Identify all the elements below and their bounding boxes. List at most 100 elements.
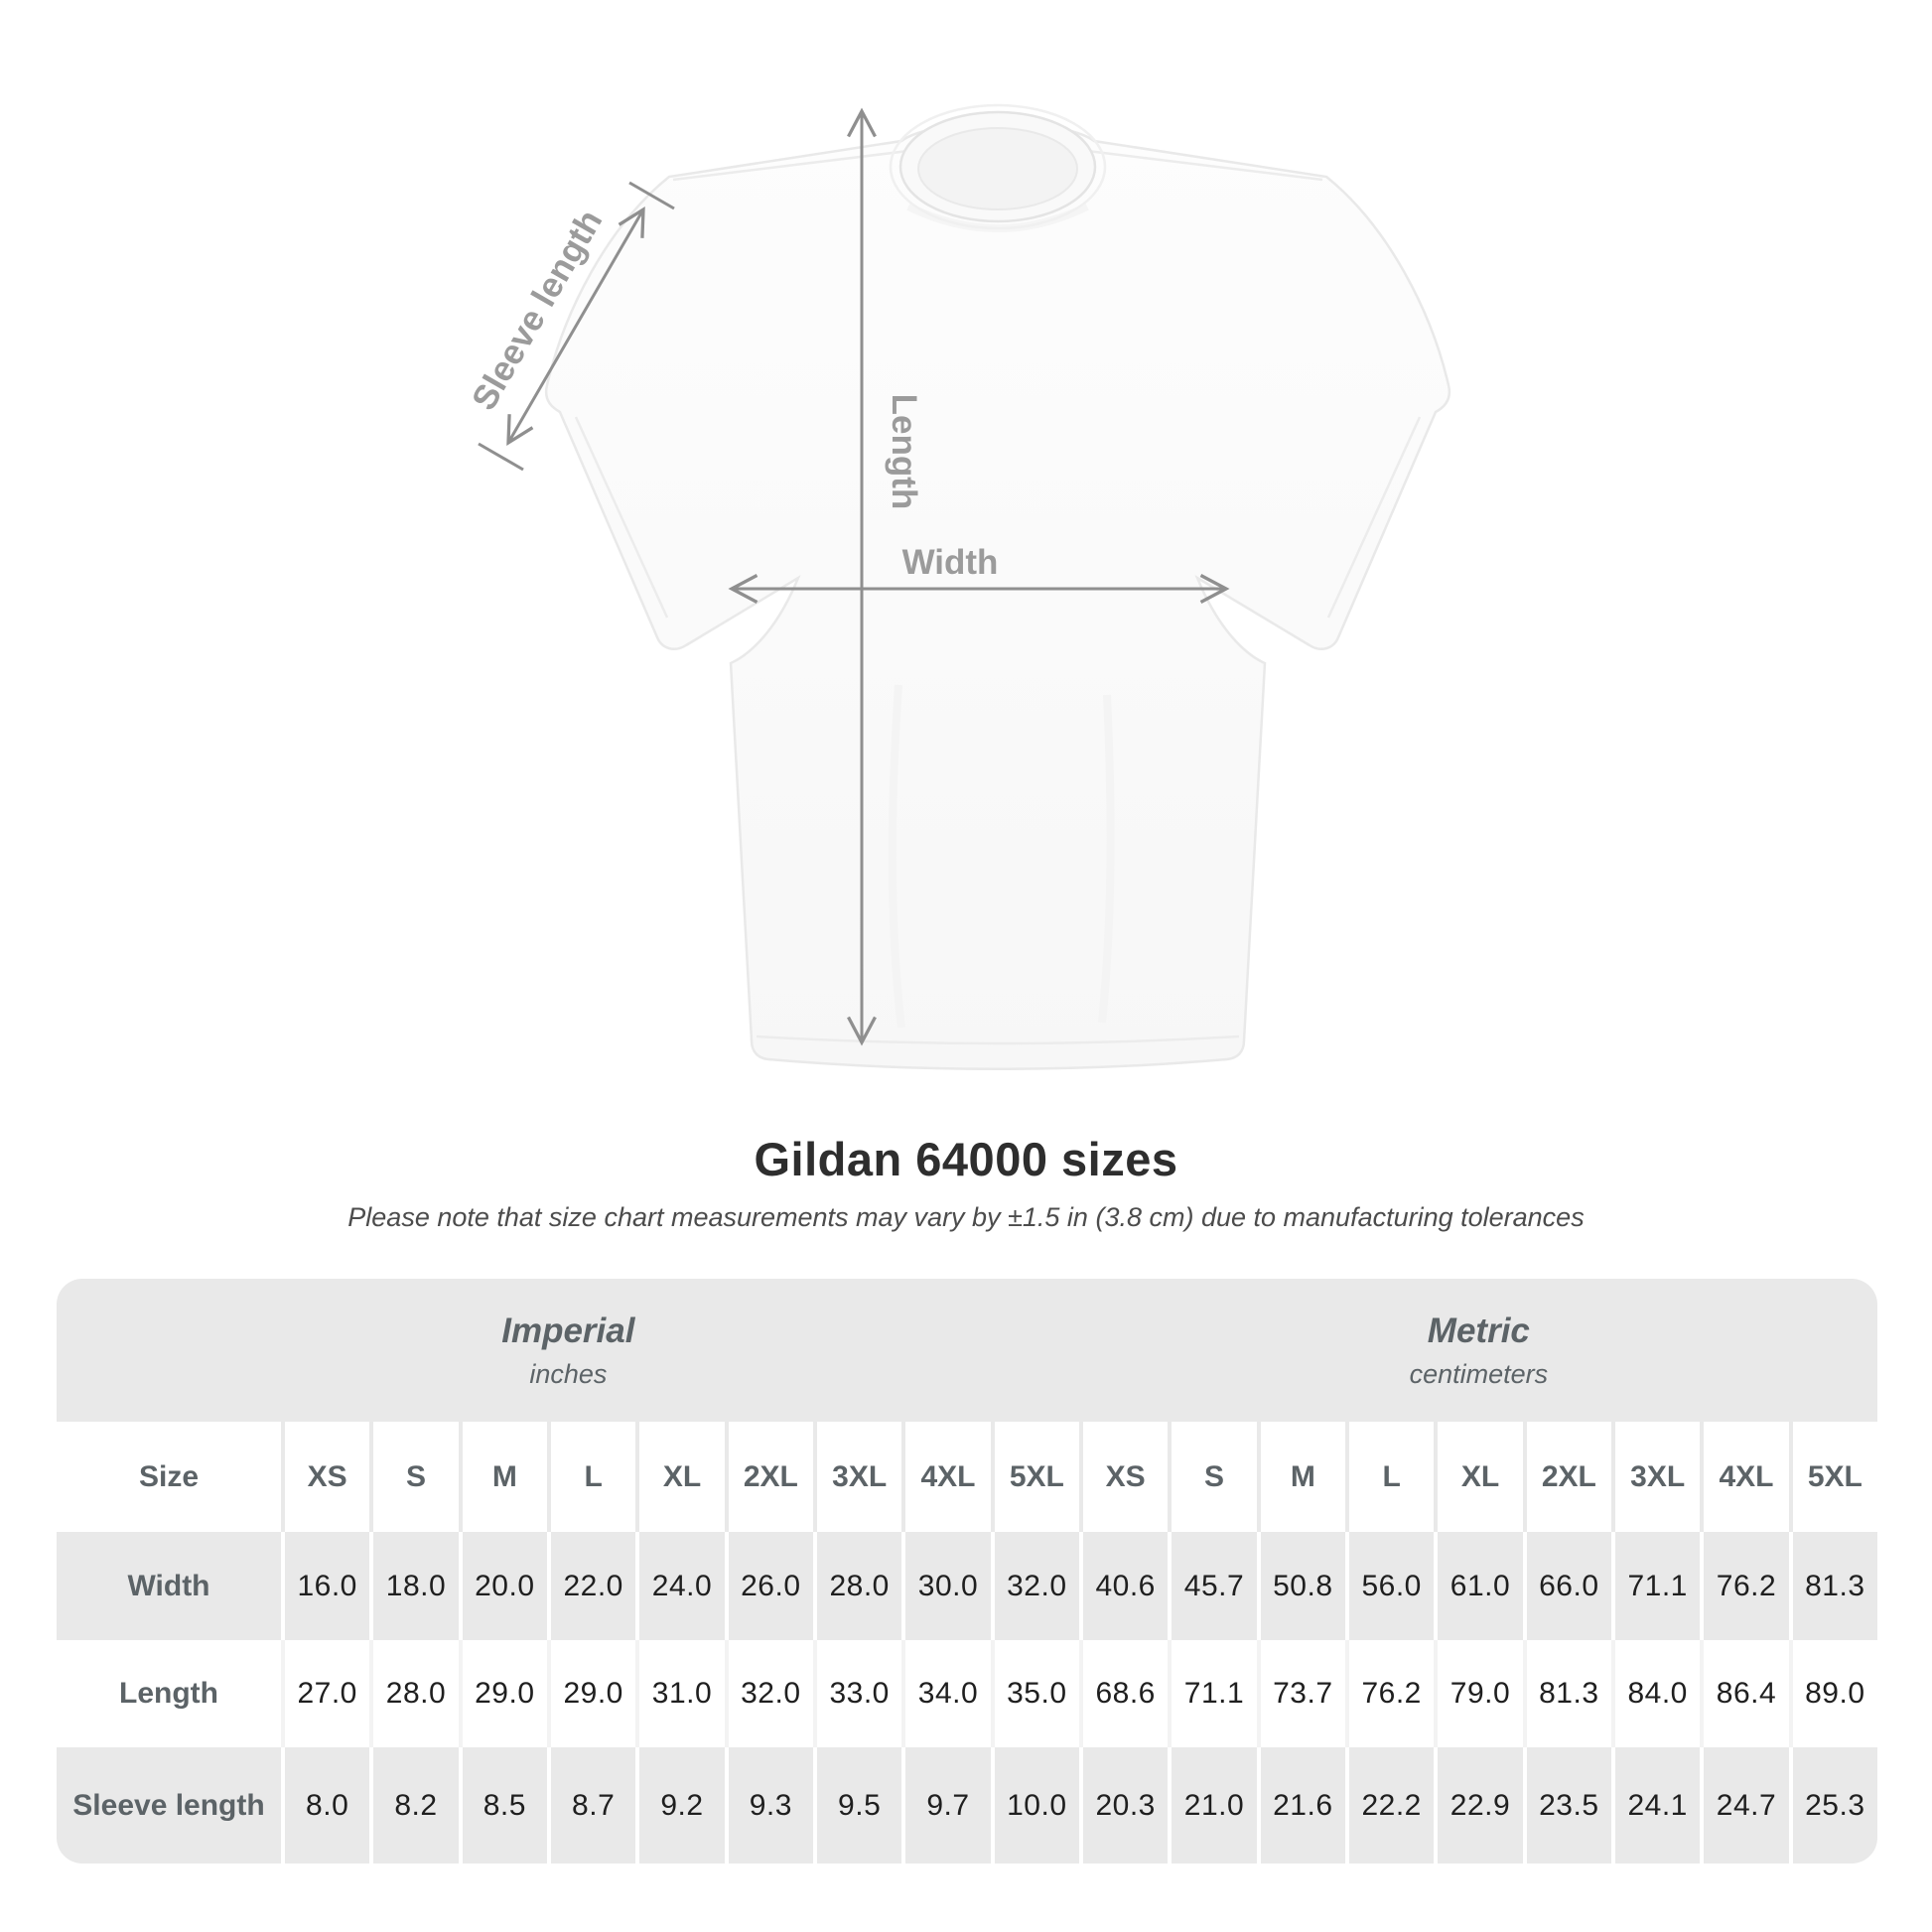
size-col-header: XS	[285, 1422, 370, 1532]
size-col-header: M	[1260, 1422, 1345, 1532]
table-cell: 8.5	[462, 1747, 547, 1863]
imperial-unit-label: inches	[529, 1358, 608, 1389]
size-col-header: M	[462, 1422, 547, 1532]
table-cell: 81.3	[1792, 1532, 1877, 1640]
table-row-length: Length 27.0 28.0 29.0 29.0 31.0 32.0 33.…	[57, 1640, 1877, 1747]
table-cell: 21.0	[1172, 1747, 1257, 1863]
size-col-header: S	[373, 1422, 459, 1532]
unit-group-metric: Metric centimeters	[1080, 1279, 1877, 1422]
table-cell: 24.0	[639, 1532, 725, 1640]
table-cell: 45.7	[1172, 1532, 1257, 1640]
size-col-header: 2XL	[728, 1422, 813, 1532]
table-cell: 8.2	[373, 1747, 459, 1863]
width-label: Width	[902, 543, 999, 582]
size-col-header: L	[551, 1422, 636, 1532]
table-cell: 23.5	[1526, 1747, 1611, 1863]
table-cell: 32.0	[994, 1532, 1079, 1640]
sleeve-arrow-cap-top	[628, 181, 675, 210]
metric-label: Metric	[1427, 1311, 1530, 1350]
size-col-header: L	[1349, 1422, 1435, 1532]
tshirt-measurement-diagram: Width Length Sleeve length	[465, 103, 1451, 1070]
table-cell: 29.0	[462, 1640, 547, 1747]
table-cell: 28.0	[817, 1532, 902, 1640]
table-cell: 79.0	[1438, 1640, 1523, 1747]
tshirt-body	[544, 121, 1451, 1070]
table-cell: 20.3	[1083, 1747, 1169, 1863]
row-label: Length	[57, 1640, 281, 1747]
table-cell: 35.0	[994, 1640, 1079, 1747]
table-cell: 22.9	[1438, 1747, 1523, 1863]
tshirt-diagram-svg: Width Length Sleeve length	[465, 103, 1451, 1070]
table-cell: 8.7	[551, 1747, 636, 1863]
size-col-header: 4XL	[1704, 1422, 1789, 1532]
table-cell: 73.7	[1260, 1640, 1345, 1747]
size-col-header: 3XL	[1615, 1422, 1701, 1532]
row-label: Width	[57, 1532, 281, 1640]
table-cell: 8.0	[285, 1747, 370, 1863]
table-cell: 30.0	[905, 1532, 991, 1640]
table-cell: 40.6	[1083, 1532, 1169, 1640]
table-cell: 24.7	[1704, 1747, 1789, 1863]
table-cell: 27.0	[285, 1640, 370, 1747]
size-header-row: Size XS S M L XL 2XL 3XL 4XL 5XL XS S M …	[57, 1422, 1877, 1532]
sleeve-length-arrow	[506, 206, 645, 447]
caption-block: Gildan 64000 sizes Please note that size…	[0, 1132, 1932, 1233]
table-cell: 28.0	[373, 1640, 459, 1747]
table-cell: 9.2	[639, 1747, 725, 1863]
tshirt-collar	[889, 103, 1107, 230]
imperial-label: Imperial	[501, 1311, 635, 1350]
table-cell: 32.0	[728, 1640, 813, 1747]
table-cell: 22.0	[551, 1532, 636, 1640]
size-corner-header: Size	[57, 1422, 281, 1532]
table-cell: 20.0	[462, 1532, 547, 1640]
table-cell: 34.0	[905, 1640, 991, 1747]
table-cell: 9.7	[905, 1747, 991, 1863]
size-col-header: XS	[1083, 1422, 1169, 1532]
size-col-header: 4XL	[905, 1422, 991, 1532]
table-cell: 66.0	[1526, 1532, 1611, 1640]
table-cell: 71.1	[1172, 1640, 1257, 1747]
table-cell: 9.5	[817, 1747, 902, 1863]
table-cell: 61.0	[1438, 1532, 1523, 1640]
size-col-header: 2XL	[1526, 1422, 1611, 1532]
table-cell: 18.0	[373, 1532, 459, 1640]
table-row-width: Width 16.0 18.0 20.0 22.0 24.0 26.0 28.0…	[57, 1532, 1877, 1640]
table-cell: 22.2	[1349, 1747, 1435, 1863]
size-table: Imperial inches Metric centimeters Size …	[57, 1279, 1877, 1863]
table-cell: 84.0	[1615, 1640, 1701, 1747]
page-subtitle: Please note that size chart measurements…	[347, 1202, 1585, 1232]
size-col-header: S	[1172, 1422, 1257, 1532]
sleeve-arrow-cap-bottom	[478, 442, 524, 472]
page-title: Gildan 64000 sizes	[754, 1133, 1178, 1185]
length-label: Length	[885, 394, 923, 510]
table-cell: 21.6	[1260, 1747, 1345, 1863]
table-cell: 10.0	[994, 1747, 1079, 1863]
table-cell: 9.3	[728, 1747, 813, 1863]
table-cell: 76.2	[1349, 1640, 1435, 1747]
unit-header-band: Imperial inches Metric centimeters	[57, 1279, 1877, 1422]
tshirt-seams	[574, 149, 1422, 1045]
tshirt-graphic	[544, 103, 1451, 1070]
table-cell: 56.0	[1349, 1532, 1435, 1640]
unit-group-imperial: Imperial inches	[57, 1279, 1080, 1422]
size-col-header: 3XL	[817, 1422, 902, 1532]
row-label: Sleeve length	[57, 1747, 281, 1863]
table-cell: 16.0	[285, 1532, 370, 1640]
metric-unit-label: centimeters	[1409, 1358, 1549, 1389]
table-cell: 71.1	[1615, 1532, 1701, 1640]
table-cell: 26.0	[728, 1532, 813, 1640]
measurement-arrows	[478, 107, 1230, 1046]
size-col-header: 5XL	[994, 1422, 1079, 1532]
table-cell: 25.3	[1792, 1747, 1877, 1863]
table-cell: 68.6	[1083, 1640, 1169, 1747]
table-cell: 24.1	[1615, 1747, 1701, 1863]
table-cell: 86.4	[1704, 1640, 1789, 1747]
table-cell: 33.0	[817, 1640, 902, 1747]
table-cell: 89.0	[1792, 1640, 1877, 1747]
table-cell: 50.8	[1260, 1532, 1345, 1640]
size-col-header: 5XL	[1792, 1422, 1877, 1532]
table-cell: 81.3	[1526, 1640, 1611, 1747]
size-col-header: XL	[639, 1422, 725, 1532]
table-cell: 31.0	[639, 1640, 725, 1747]
